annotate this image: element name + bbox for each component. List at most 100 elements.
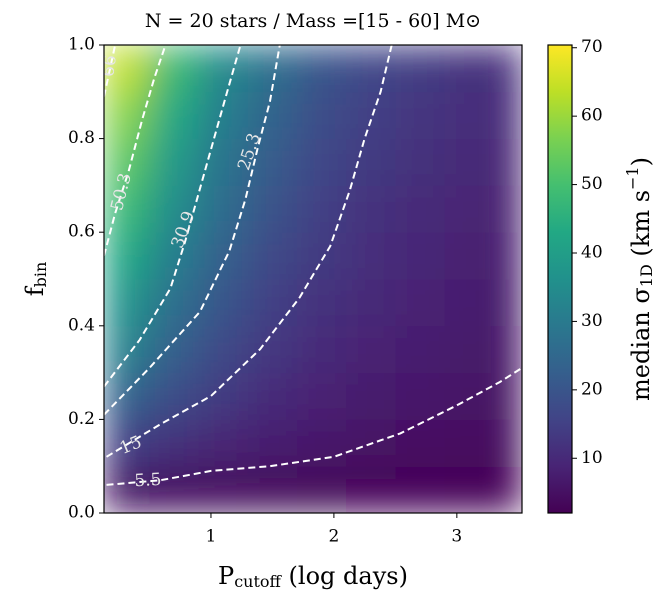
y-tick-label: 0.6 bbox=[68, 222, 95, 242]
x-tick-label: 3 bbox=[451, 527, 462, 547]
y-tick-label: 0.8 bbox=[68, 128, 95, 148]
heatmap-cell bbox=[149, 45, 200, 93]
heatmap-cell bbox=[297, 466, 347, 513]
heatmap-cell bbox=[149, 372, 200, 420]
x-tick-label: 2 bbox=[328, 527, 339, 547]
heatmap-cell bbox=[395, 372, 446, 420]
heatmap-cell bbox=[346, 91, 396, 140]
heatmap-cell bbox=[297, 91, 347, 140]
heatmap-cell bbox=[247, 185, 298, 233]
heatmap-cell bbox=[444, 45, 495, 93]
cb-label-sup: −1 bbox=[623, 166, 642, 190]
heatmap-cell bbox=[346, 138, 396, 186]
x-tick-label: 1 bbox=[206, 527, 217, 547]
heatmap-cell bbox=[444, 419, 495, 467]
contour-line bbox=[104, 45, 281, 416]
heatmap-cell bbox=[395, 232, 446, 280]
heatmap-cell bbox=[493, 279, 522, 327]
colorbar-tick-label: 60 bbox=[581, 106, 603, 126]
heatmap-cell bbox=[444, 372, 495, 420]
heatmap-cell bbox=[149, 138, 200, 186]
y-tick-label: 0.4 bbox=[68, 315, 95, 335]
y-label-main: f bbox=[21, 285, 49, 296]
heatmap-cell bbox=[395, 279, 446, 327]
heatmap-cell bbox=[297, 279, 347, 327]
plot-frame bbox=[103, 44, 523, 514]
y-axis-label: fbin bbox=[21, 262, 50, 297]
cb-label-sub: 1D bbox=[637, 264, 656, 287]
heatmap-cell bbox=[198, 91, 249, 140]
colorbar-tick-label: 10 bbox=[581, 448, 603, 468]
heatmap-cell bbox=[444, 91, 495, 140]
heatmap-cell bbox=[247, 138, 298, 186]
x-label-main: P bbox=[218, 562, 234, 590]
heatmap-cell bbox=[493, 372, 522, 420]
colorbar-tick-label: 20 bbox=[581, 379, 603, 399]
heatmap-cell bbox=[198, 419, 249, 467]
heatmap-cell bbox=[104, 185, 150, 233]
heatmap bbox=[104, 45, 522, 513]
heatmap-cell bbox=[346, 325, 396, 374]
heatmap-cell bbox=[346, 279, 396, 327]
heatmap-cell bbox=[444, 466, 495, 513]
heatmap-cell bbox=[395, 45, 446, 93]
heatmap-clip bbox=[104, 45, 522, 513]
heatmap-cell bbox=[395, 419, 446, 467]
heatmap-cell bbox=[104, 45, 150, 93]
heatmap-cell bbox=[493, 185, 522, 233]
heatmap-cell bbox=[297, 232, 347, 280]
heatmap-cell bbox=[149, 466, 200, 513]
heatmap-cell bbox=[297, 45, 347, 93]
heatmap-cell bbox=[493, 466, 522, 513]
heatmap-cell bbox=[104, 91, 150, 140]
contour-line bbox=[104, 45, 242, 388]
heatmap-cell bbox=[297, 372, 347, 420]
heatmap-cell bbox=[247, 466, 298, 513]
heatmap-cell bbox=[395, 138, 446, 186]
heatmap-cell bbox=[346, 185, 396, 233]
contour-label: 5.5 bbox=[134, 470, 162, 491]
heatmap-cell bbox=[149, 91, 200, 140]
heatmap-cell bbox=[247, 372, 298, 420]
contour-line bbox=[104, 45, 167, 256]
heatmap-cell bbox=[198, 325, 249, 374]
heatmap-cell bbox=[104, 466, 150, 513]
heatmap-cell bbox=[104, 372, 150, 420]
heatmap-cell bbox=[247, 279, 298, 327]
heatmap-cell bbox=[493, 325, 522, 374]
heatmap-cell bbox=[346, 372, 396, 420]
heatmap-cell bbox=[395, 91, 446, 140]
heatmap-cell bbox=[247, 91, 298, 140]
y-tick-label: 0.2 bbox=[68, 409, 95, 429]
y-tick-label: 1.0 bbox=[68, 35, 95, 55]
colorbar-tick-label: 70 bbox=[581, 37, 603, 57]
heatmap-cell bbox=[149, 419, 200, 467]
heatmap-cell bbox=[444, 232, 495, 280]
heatmap-cell bbox=[198, 45, 249, 93]
heatmap-cell bbox=[444, 325, 495, 374]
heatmap-cell bbox=[444, 185, 495, 233]
heatmap-cell bbox=[198, 372, 249, 420]
heatmap-cell bbox=[149, 279, 200, 327]
heatmap-cell bbox=[395, 466, 446, 513]
heatmap-cell bbox=[297, 419, 347, 467]
heatmap-cell bbox=[297, 138, 347, 186]
x-axis-label: Pcutoff (log days) bbox=[218, 562, 408, 591]
heatmap-cell bbox=[493, 138, 522, 186]
contour-label: 66 bbox=[98, 54, 121, 78]
chart-title: N = 20 stars / Mass =[15 - 60] M⊙ bbox=[145, 10, 481, 32]
heatmap-cell bbox=[493, 45, 522, 93]
heatmap-cell bbox=[104, 419, 150, 467]
heatmap-cell bbox=[493, 419, 522, 467]
heatmap-cell bbox=[149, 325, 200, 374]
heatmap-cell bbox=[198, 185, 249, 233]
heatmap-cell bbox=[395, 185, 446, 233]
heatmap-cell bbox=[346, 466, 396, 513]
colorbar-tick-label: 30 bbox=[581, 311, 603, 331]
contour-line bbox=[104, 45, 117, 97]
x-label-sub: cutoff bbox=[234, 572, 282, 591]
heatmap-cell bbox=[444, 138, 495, 186]
heatmap-cell bbox=[297, 325, 347, 374]
cb-label-main: median σ bbox=[627, 287, 655, 401]
